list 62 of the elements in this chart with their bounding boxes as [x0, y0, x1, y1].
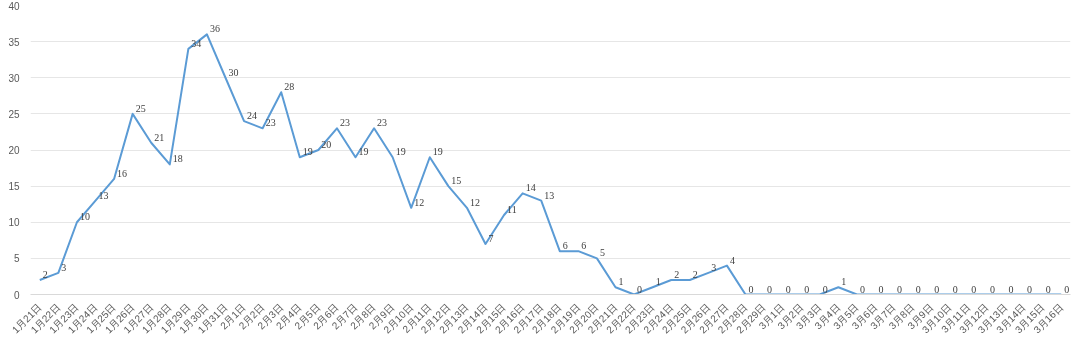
data-label: 36 — [209, 23, 220, 35]
y-tick-label: 25 — [8, 108, 20, 120]
data-label: 3 — [61, 261, 67, 273]
data-label: 12 — [414, 196, 425, 208]
data-label: 11 — [507, 204, 517, 216]
data-label: 24 — [247, 110, 258, 122]
data-label: 0 — [637, 283, 643, 295]
data-label: 0 — [934, 283, 940, 295]
y-tick-label: 20 — [8, 145, 20, 156]
data-label: 10 — [79, 211, 90, 223]
data-label: 0 — [971, 283, 977, 295]
data-label: 7 — [488, 232, 494, 244]
data-label: 0 — [748, 283, 754, 295]
data-label: 13 — [98, 189, 109, 201]
data-label: 0 — [1045, 283, 1051, 295]
data-label: 1 — [841, 276, 847, 288]
data-label: 18 — [172, 153, 183, 165]
data-label: 23 — [377, 117, 388, 129]
data-label: 13 — [544, 189, 555, 201]
data-label: 0 — [859, 283, 865, 295]
data-label: 0 — [915, 283, 921, 295]
data-label: 2 — [692, 269, 698, 281]
data-label: 0 — [1008, 283, 1014, 295]
y-tick-label: 5 — [13, 253, 20, 265]
data-label: 23 — [265, 117, 276, 129]
data-label: 0 — [897, 283, 903, 295]
data-label: 21 — [154, 131, 165, 143]
data-label: 19 — [395, 146, 406, 158]
data-label: 0 — [1027, 283, 1033, 295]
data-label: 19 — [358, 146, 369, 158]
data-label: 16 — [117, 167, 128, 179]
data-label: 28 — [284, 81, 295, 93]
data-label: 0 — [822, 283, 828, 295]
data-label: 2 — [674, 269, 680, 281]
data-label: 30 — [228, 66, 239, 78]
data-label: 0 — [989, 283, 995, 295]
data-label: 0 — [767, 283, 773, 295]
data-label: 0 — [952, 283, 958, 295]
y-tick-label: 0 — [13, 289, 20, 301]
y-tick-label: 15 — [8, 181, 20, 193]
data-label: 5 — [599, 247, 605, 259]
data-label: 0 — [785, 283, 791, 295]
data-label: 25 — [135, 102, 146, 114]
data-label: 2 — [42, 269, 48, 281]
data-label: 4 — [729, 254, 735, 266]
data-label: 0 — [804, 283, 810, 295]
data-label: 14 — [525, 182, 536, 194]
data-label: 1 — [655, 276, 661, 288]
data-label: 0 — [878, 283, 884, 295]
y-tick-label: 35 — [8, 36, 20, 48]
y-tick-label: 10 — [8, 217, 20, 229]
data-label: 6 — [562, 240, 568, 252]
data-label: 0 — [1064, 283, 1070, 295]
data-label: 6 — [581, 240, 587, 252]
data-label: 12 — [469, 196, 480, 208]
data-label: 3 — [711, 261, 717, 273]
y-tick-label: 40 — [8, 0, 20, 12]
data-label: 15 — [451, 175, 462, 187]
data-label: 1 — [618, 276, 624, 288]
y-tick-label: 30 — [8, 72, 20, 84]
data-label: 23 — [339, 117, 350, 129]
data-label: 19 — [432, 146, 443, 158]
